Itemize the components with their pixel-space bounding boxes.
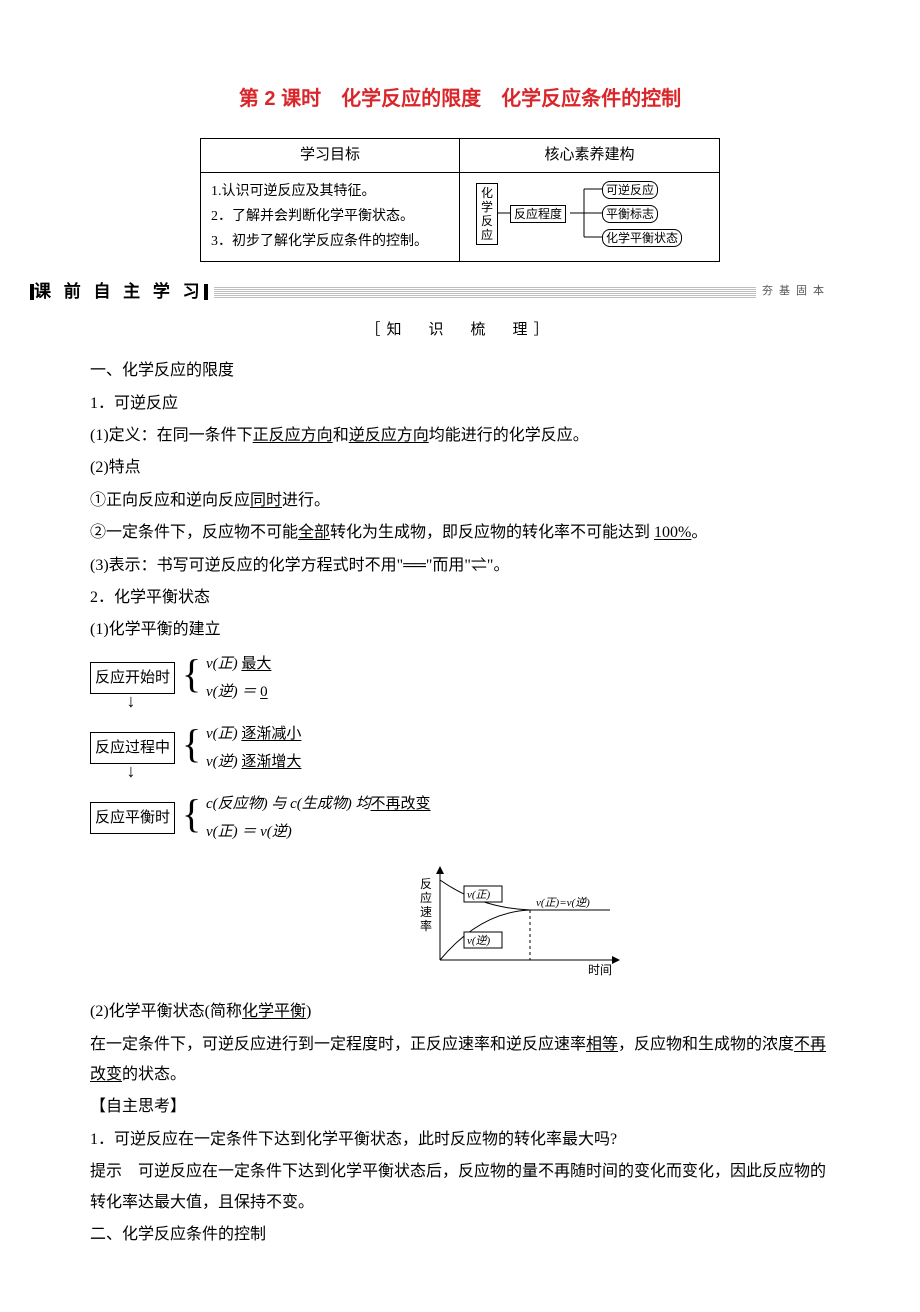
page-title: 第 2 课时 化学反应的限度 化学反应条件的控制 <box>90 80 830 118</box>
xlabel: 时间 <box>588 963 612 977</box>
concept-head: 核心素养建构 <box>460 139 719 173</box>
lbl-fwd: v(正) <box>467 889 491 901</box>
brace-icon: { <box>182 654 201 694</box>
brace-icon: { <box>182 794 201 834</box>
s1-2-1: ①正向反应和逆向反应同时进行。 <box>90 486 830 516</box>
s1-1: 1．可逆反应 <box>90 389 830 419</box>
think-a: 提示 可逆反应在一定条件下达到化学平衡状态后，反应物的量不再随时间的变化而变化，… <box>90 1157 830 1218</box>
top-row: 学习目标 1.认识可逆反应及其特征。 2．了解并会判断化学平衡状态。 3．初步了… <box>90 138 830 262</box>
d1-row: v(逆) ＝ 0 <box>206 678 268 707</box>
h1: 一、化学反应的限度 <box>90 356 830 386</box>
section-caps: 夯基固本 <box>762 281 890 302</box>
down-arrow-icon: ↓ <box>124 692 138 710</box>
goal-item: 3．初步了解化学反应条件的控制。 <box>211 229 449 254</box>
d1-stage: 反应开始时 <box>90 662 175 695</box>
down-arrow-icon: ↓ <box>124 762 138 780</box>
think-h: 【自主思考】 <box>90 1092 830 1122</box>
bar-icon <box>204 284 208 300</box>
h2: 二、化学反应条件的控制 <box>90 1220 830 1250</box>
ylabel-2: 应 <box>420 890 432 905</box>
goal-item: 2．了解并会判断化学平衡状态。 <box>211 204 449 229</box>
goals-head: 学习目标 <box>201 139 459 173</box>
concept-lines <box>460 173 720 261</box>
concept-box: 核心素养建构 化 学 反 应 反应程度 可逆反应 平衡标志 化学平衡状态 <box>460 138 720 262</box>
section-label: 课 前 自 主 学 习 <box>34 276 204 308</box>
goals-box: 学习目标 1.认识可逆反应及其特征。 2．了解并会判断化学平衡状态。 3．初步了… <box>200 138 460 262</box>
s2-2: (2)化学平衡状态(简称化学平衡) <box>90 997 830 1027</box>
s2-1: (1)化学平衡的建立 <box>90 615 830 645</box>
think-q: 1．可逆反应在一定条件下达到化学平衡状态，此时反应物的转化率最大吗? <box>90 1125 830 1155</box>
lbl-eq: v(正)=v(逆) <box>536 896 590 909</box>
s1-3: (3)表示：书写可逆反应的化学方程式时不用"══"而用"⇌"。 <box>90 551 830 581</box>
d1-row: c(反应物) 与 c(生成物) 均不再改变 <box>206 790 431 819</box>
d1-row: v(正) ＝ v(逆) <box>206 818 292 847</box>
rate-graph: 反 应 速 率 时间 v(正) v(逆) v(正)=v(逆) <box>410 860 630 980</box>
d1-row: v(逆) 逐渐增大 <box>206 748 301 777</box>
goal-item: 1.认识可逆反应及其特征。 <box>211 179 449 204</box>
brace-icon: { <box>182 724 201 764</box>
doc-page: 第 2 课时 化学反应的限度 化学反应条件的控制 学习目标 1.认识可逆反应及其… <box>0 0 920 1312</box>
concept-map: 化 学 反 应 反应程度 可逆反应 平衡标志 化学平衡状态 <box>460 173 719 261</box>
ylabel-4: 率 <box>420 918 432 933</box>
lbl-rev: v(逆) <box>467 934 491 947</box>
d1-row: v(正) 最大 <box>206 650 271 679</box>
s1-1-def: (1)定义：在同一条件下正反应方向和逆反应方向均能进行的化学反应。 <box>90 421 830 451</box>
d1-stage: 反应过程中 <box>90 732 175 765</box>
s1-2-2: ②一定条件下，反应物不可能全部转化为生成物，即反应物的转化率不可能达到 100%… <box>90 518 830 548</box>
d1-row: v(正) 逐渐减小 <box>206 720 301 749</box>
section-stripe <box>214 286 756 298</box>
ylabel-1: 反 <box>420 877 432 891</box>
s2-2-body: 在一定条件下，可逆反应进行到一定程度时，正反应速率和逆反应速率相等，反应物和生成… <box>90 1030 830 1091</box>
s1-2: (2)特点 <box>90 453 830 483</box>
subhead: ［知 识 梳 理］ <box>90 316 830 345</box>
concept-body: 化 学 反 应 反应程度 可逆反应 平衡标志 化学平衡状态 <box>460 173 719 261</box>
establish-diagram: 反应开始时 反应过程中 反应平衡时 ↓ ↓ { { { v(正) 最大 v(逆)… <box>90 650 530 850</box>
ylabel-3: 速 <box>420 905 432 919</box>
s2: 2．化学平衡状态 <box>90 583 830 613</box>
d1-stage: 反应平衡时 <box>90 802 175 835</box>
section-bar: 课 前 自 主 学 习 夯基固本 <box>30 276 890 308</box>
goals-body: 1.认识可逆反应及其特征。 2．了解并会判断化学平衡状态。 3．初步了解化学反应… <box>201 173 459 261</box>
